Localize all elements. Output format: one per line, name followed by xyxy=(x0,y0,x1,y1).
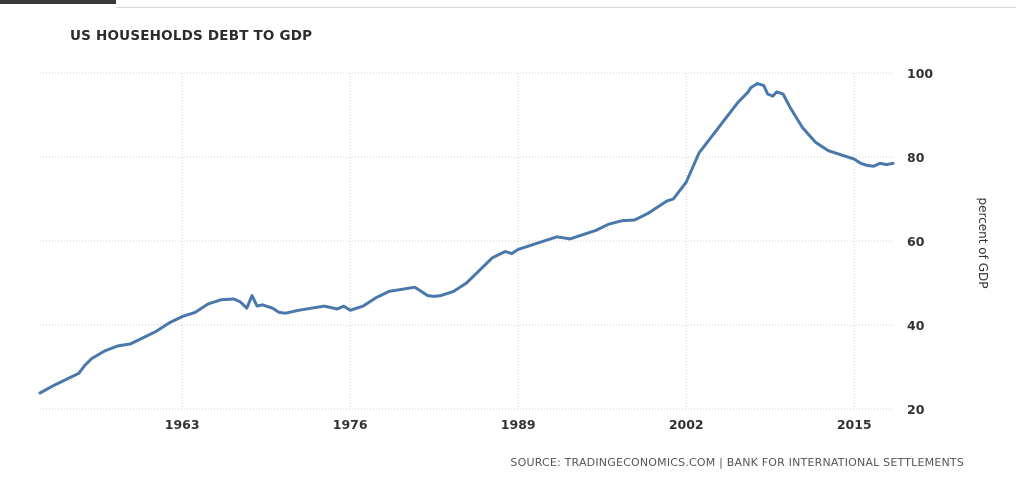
source-credit: SOURCE: TRADINGECONOMICS.COM | BANK FOR … xyxy=(510,456,964,469)
series-line xyxy=(38,82,895,395)
chart-title: US HOUSEHOLDS DEBT TO GDP xyxy=(70,28,313,44)
x-tick-label: 2002 xyxy=(669,417,704,432)
y-tick-label: 80 xyxy=(907,150,925,165)
x-tick-label: 1989 xyxy=(501,417,536,432)
header-accent-bar xyxy=(0,0,116,4)
series-layer xyxy=(38,82,895,395)
y-tick-label: 20 xyxy=(907,402,925,417)
tick-labels: 20 40 60 80 100 1963 1976 1989 2002 2015 xyxy=(165,66,934,432)
y-tick-label: 60 xyxy=(907,234,925,249)
y-tick-label: 100 xyxy=(907,66,933,81)
x-tick-label: 1976 xyxy=(333,417,368,432)
x-tick-label: 1963 xyxy=(165,417,200,432)
x-tick-label: 2015 xyxy=(837,417,872,432)
y-tick-label: 40 xyxy=(907,318,925,333)
y-axis-label: percent of GDP xyxy=(976,197,990,289)
header-divider xyxy=(116,7,1016,8)
grid-lines xyxy=(40,72,893,410)
